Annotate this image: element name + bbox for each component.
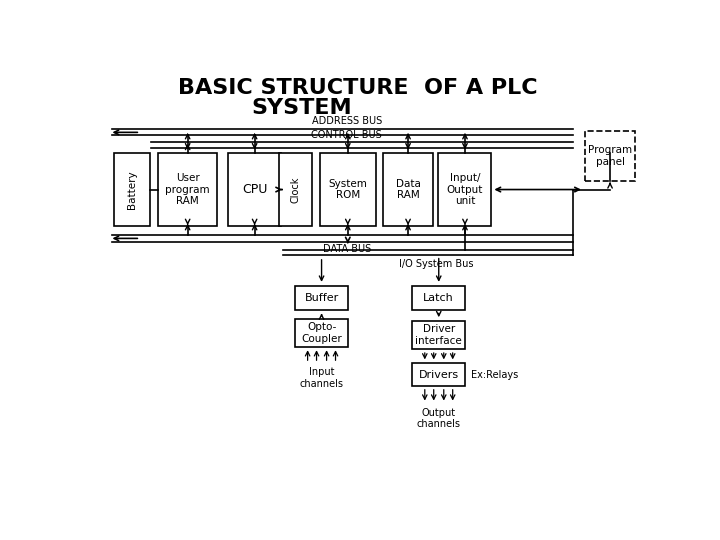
Text: SYSTEM: SYSTEM: [252, 98, 352, 118]
Text: Ex:Relays: Ex:Relays: [471, 369, 518, 380]
Bar: [320, 153, 376, 226]
Bar: [383, 153, 433, 226]
Bar: [228, 153, 281, 226]
Text: Input/
Output
unit: Input/ Output unit: [447, 173, 483, 206]
Text: System
ROM: System ROM: [328, 179, 367, 200]
Bar: [158, 153, 217, 226]
Text: Battery: Battery: [127, 170, 137, 209]
Text: Driver
interface: Driver interface: [415, 324, 462, 346]
Text: Drivers: Drivers: [419, 369, 459, 380]
Text: Data
RAM: Data RAM: [395, 179, 420, 200]
Bar: [413, 286, 465, 310]
Text: DATA BUS: DATA BUS: [323, 245, 371, 254]
Text: Buffer: Buffer: [305, 293, 338, 302]
Text: CONTROL BUS: CONTROL BUS: [311, 130, 382, 140]
Bar: [114, 153, 150, 226]
Bar: [585, 131, 635, 181]
Bar: [295, 320, 348, 347]
Text: Input
channels: Input channels: [300, 367, 343, 389]
Text: Opto-
Coupler: Opto- Coupler: [301, 322, 342, 344]
Text: I/O System Bus: I/O System Bus: [399, 259, 473, 269]
Text: Latch: Latch: [423, 293, 454, 302]
Text: CPU: CPU: [242, 183, 267, 196]
Bar: [413, 363, 465, 386]
Bar: [279, 153, 312, 226]
Text: BASIC STRUCTURE  OF A PLC: BASIC STRUCTURE OF A PLC: [178, 78, 538, 98]
Text: Clock: Clock: [290, 177, 300, 202]
Bar: [413, 321, 465, 349]
Text: Program
panel: Program panel: [588, 145, 632, 167]
Bar: [295, 286, 348, 310]
Text: User
program
RAM: User program RAM: [166, 173, 210, 206]
Bar: [438, 153, 492, 226]
Text: ADDRESS BUS: ADDRESS BUS: [312, 116, 382, 126]
Text: Output
channels: Output channels: [417, 408, 461, 429]
